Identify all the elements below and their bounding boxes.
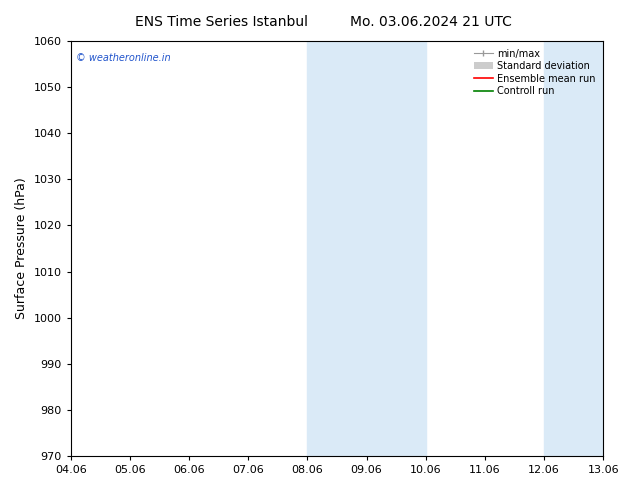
Bar	[544, 41, 603, 456]
Bar	[307, 41, 425, 456]
Legend: min/max, Standard deviation, Ensemble mean run, Controll run: min/max, Standard deviation, Ensemble me…	[470, 46, 598, 99]
Y-axis label: Surface Pressure (hPa): Surface Pressure (hPa)	[15, 178, 28, 319]
Text: ENS Time Series Istanbul: ENS Time Series Istanbul	[136, 15, 308, 29]
Text: © weatheronline.in: © weatheronline.in	[76, 53, 171, 64]
Text: Mo. 03.06.2024 21 UTC: Mo. 03.06.2024 21 UTC	[350, 15, 512, 29]
